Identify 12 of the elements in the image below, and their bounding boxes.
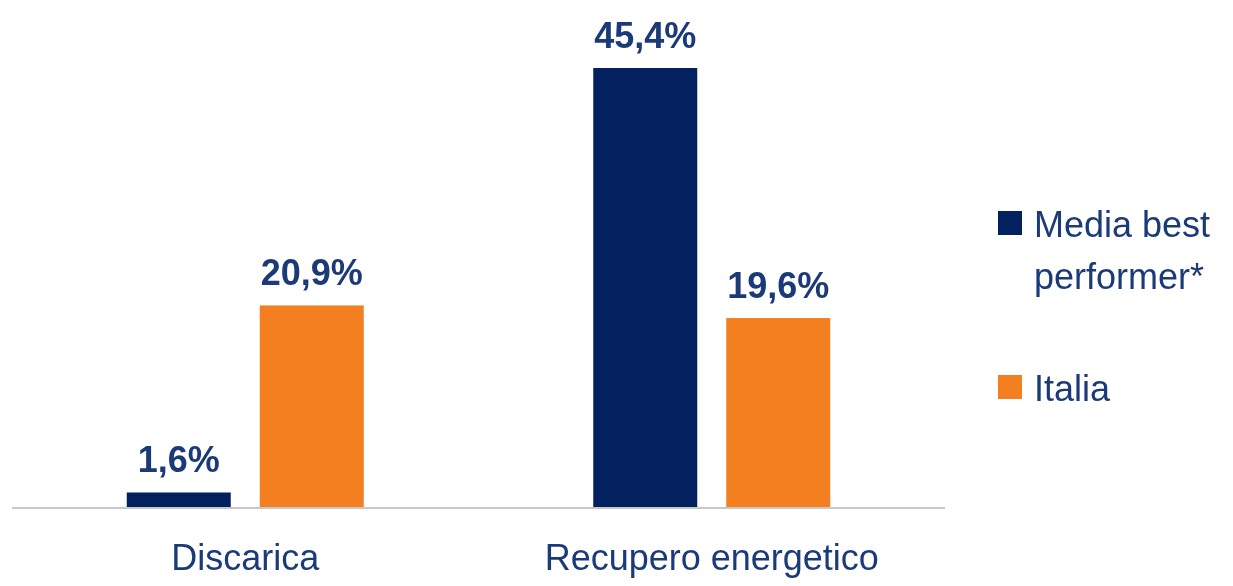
bar <box>126 492 231 508</box>
x-tick-label: Discarica <box>171 537 321 578</box>
data-label: 45,4% <box>594 15 697 56</box>
data-label: 1,6% <box>137 439 220 481</box>
bar <box>726 318 831 508</box>
legend-label: Italia <box>1034 368 1112 409</box>
bar <box>259 305 364 508</box>
x-tick-label: Recupero energetico <box>544 537 879 578</box>
data-label: 20,9% <box>260 252 363 294</box>
legend-label: Media best performer* <box>1034 204 1211 297</box>
data-label: 19,6% <box>727 265 830 307</box>
bar <box>593 68 698 508</box>
